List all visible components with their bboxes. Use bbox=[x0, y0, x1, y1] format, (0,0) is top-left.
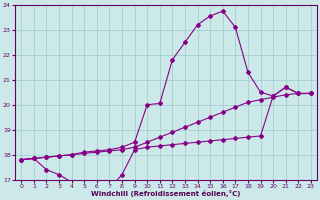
X-axis label: Windchill (Refroidissement éolien,°C): Windchill (Refroidissement éolien,°C) bbox=[92, 190, 241, 197]
